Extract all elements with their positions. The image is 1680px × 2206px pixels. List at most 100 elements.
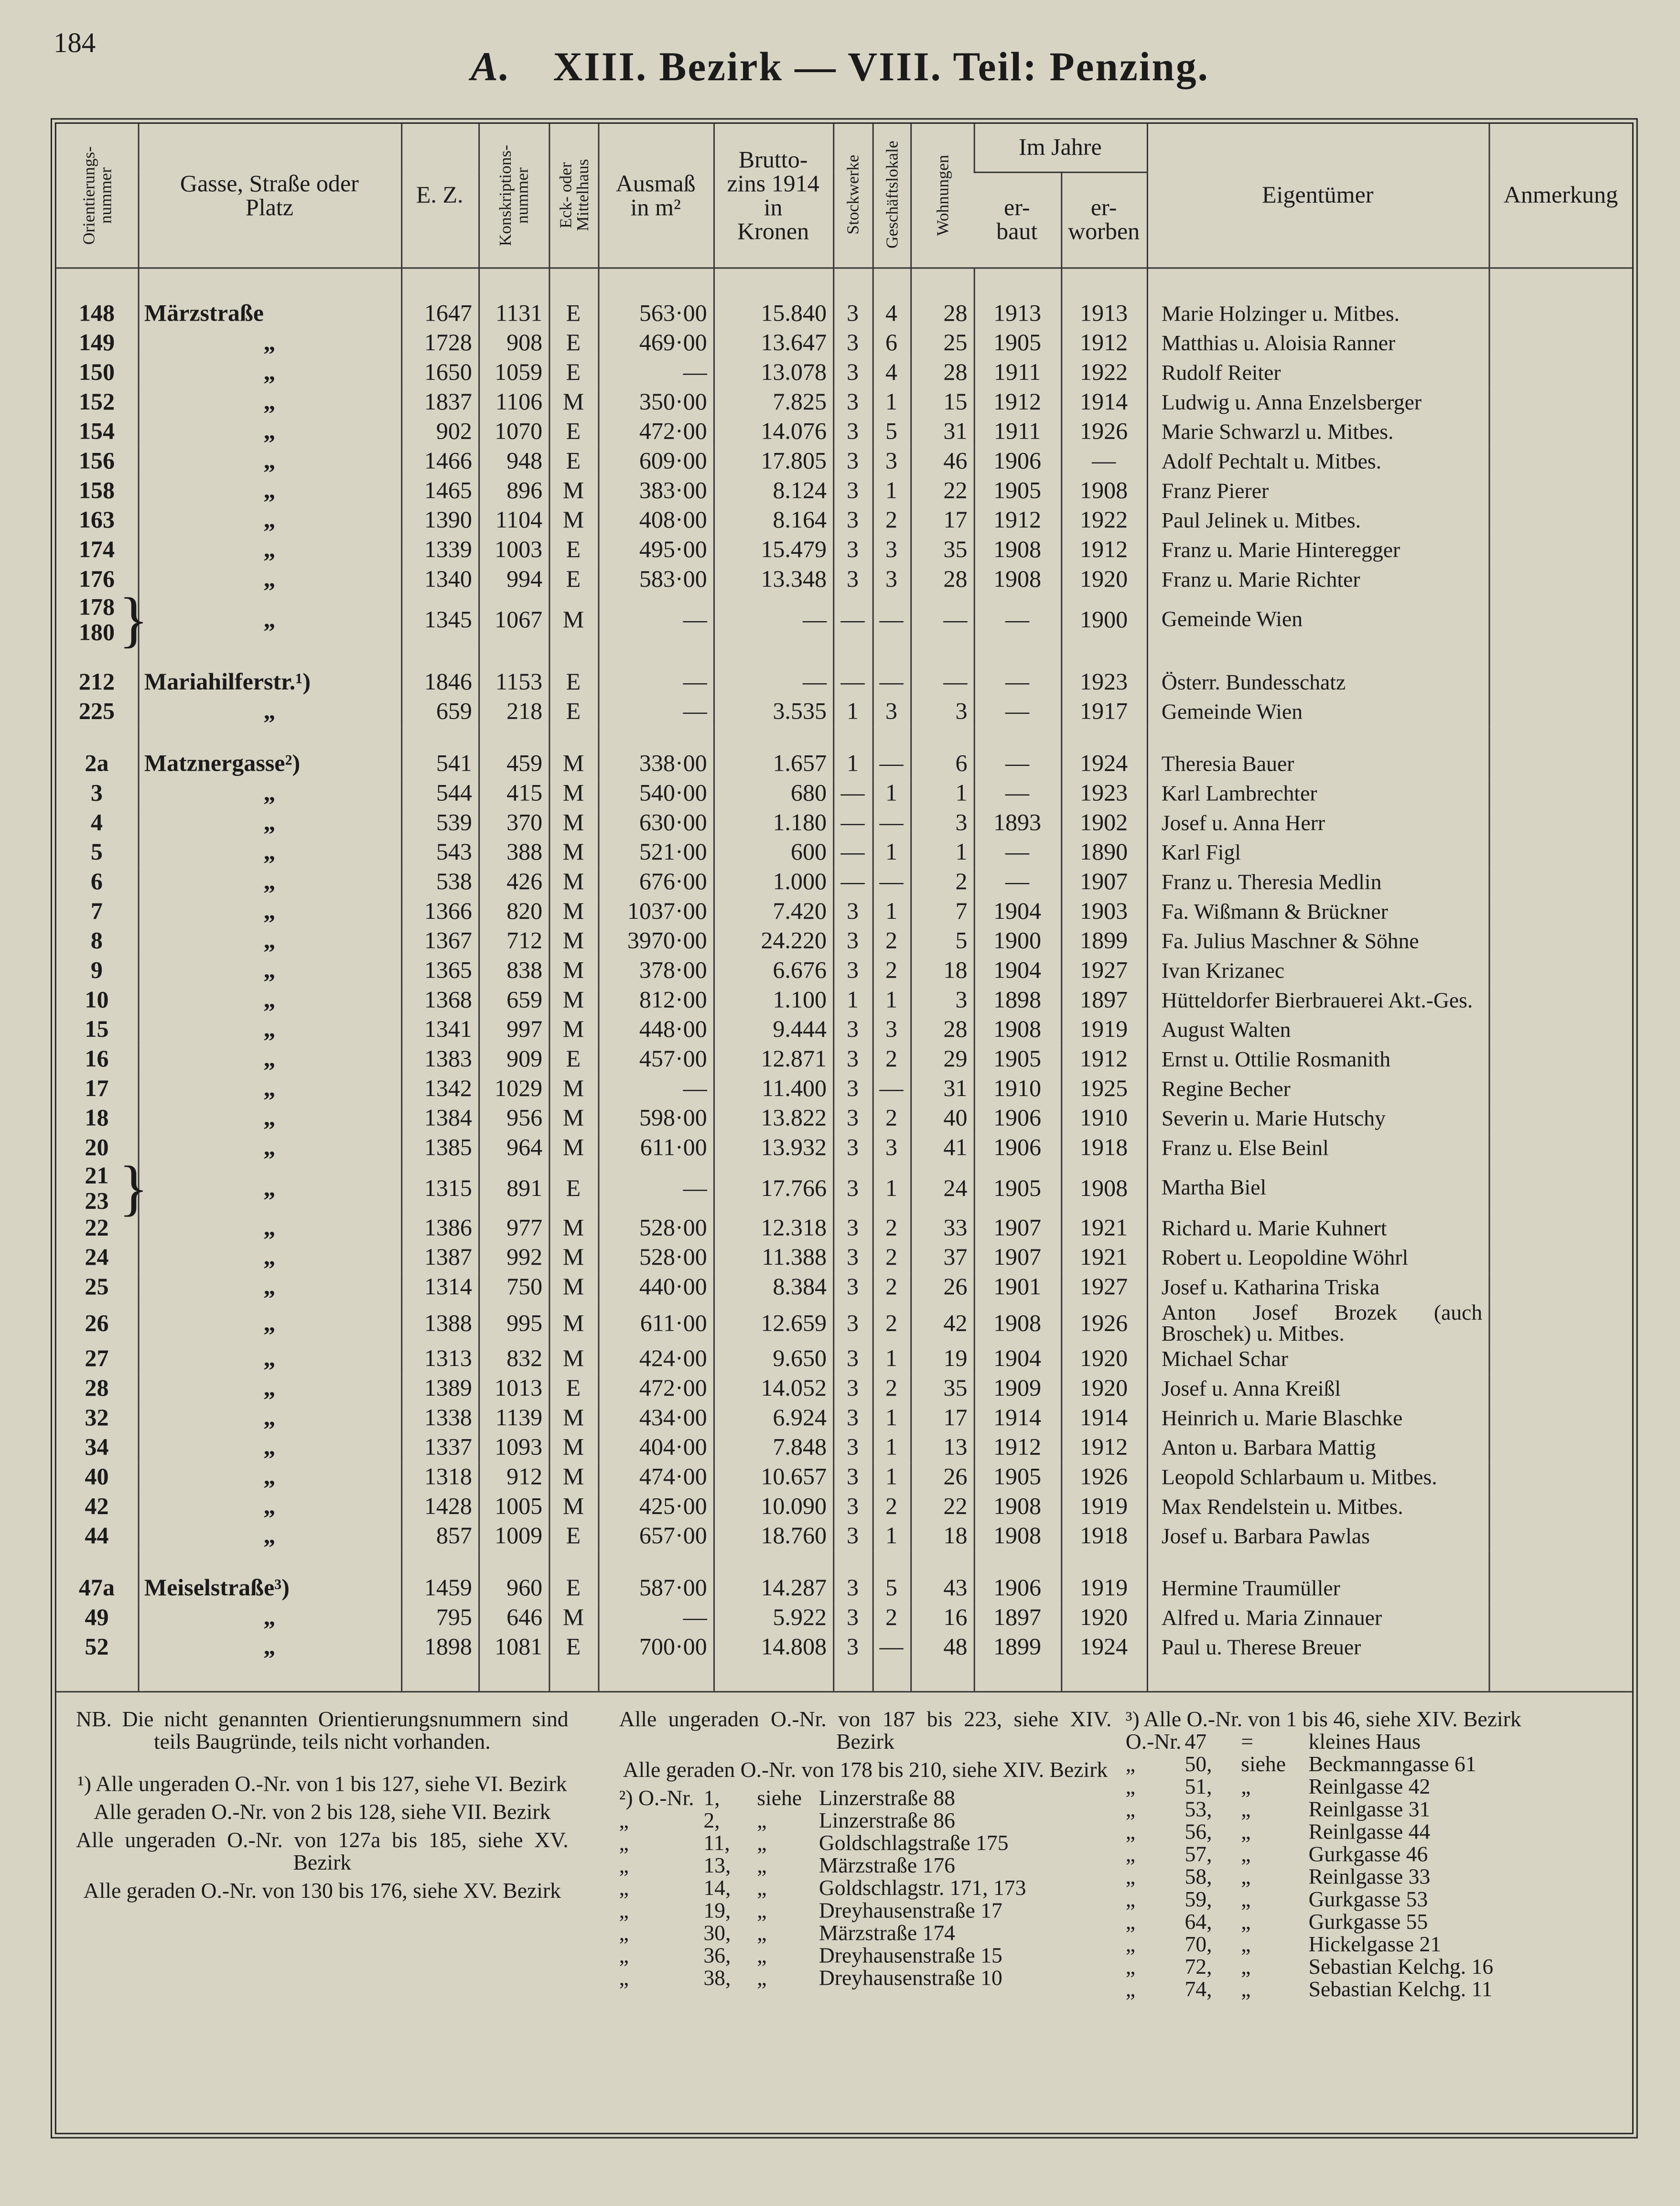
table-cell: Marie Schwarzl u. Mitbes. [1146, 417, 1489, 447]
note-grid: ²) O.-Nr. 1, siehe Linzerstraße 88 „ 2, „ Linze… [619, 1787, 1112, 1990]
header-text: Orientierungs- nummer [78, 146, 115, 245]
cell-line: 23 [85, 1186, 109, 1214]
table-cell [1488, 506, 1632, 536]
table-cell: 6.676 [712, 956, 833, 986]
table-cell: Fa. Julius Maschner & Söhne [1146, 926, 1489, 956]
table-row: 21 23} „ 1315 891 E —17.766 3 1 24 1905 1908 Martha … [56, 1156, 1632, 1218]
table-cell: 1898 [400, 1633, 479, 1690]
table-cell: 1 [872, 985, 911, 1015]
table-cell: 1923 [1060, 645, 1147, 697]
table-cell: 1340 [400, 565, 479, 595]
notes-column: ³) Alle O.-Nr. von 1 bis 46, siehe XIV. … [1126, 1708, 1611, 2001]
note-cell: „ [1125, 1864, 1136, 1889]
table-cell: M [548, 1103, 598, 1133]
table-row: 42 „ 1428 1005 M 425·00 10.090 3 2 22 1908 1919 Max … [56, 1492, 1632, 1522]
table-cell: 1 [872, 1403, 911, 1433]
table-cell: — [597, 1162, 713, 1214]
table-cell: — [973, 726, 1061, 779]
table-cell: M [548, 1603, 598, 1633]
table-cell: 583·00 [597, 565, 713, 595]
table-cell [1488, 808, 1632, 838]
table-cell: Franz u. Marie Hinteregger [1146, 535, 1489, 565]
table-cell: M [548, 1243, 598, 1273]
table-cell: 24 [909, 1162, 974, 1214]
table-cell [1488, 926, 1632, 956]
table-row: 152 „ 1837 1106 M 350·00 7.825 3 1 15 1912 1914 Ludw… [56, 387, 1632, 418]
note-cell: ²) O.-Nr. [619, 1786, 694, 1810]
table-cell: 1910 [1060, 1103, 1147, 1133]
note-cell: „ [619, 1853, 629, 1878]
note-grid: O.-Nr. 47 = kleines Haus „ 50, siehe Beckmannga… [1126, 1731, 1611, 2001]
table-cell: 8.124 [712, 476, 833, 506]
table-cell: Josef u. Anna Herr [1146, 808, 1489, 838]
note-cell: „ [1125, 1752, 1136, 1776]
table-cell: 1910 [973, 1074, 1061, 1104]
table-cell: 1904 [973, 1344, 1061, 1374]
table-cell: Richard u. Marie Kuhnert [1146, 1213, 1489, 1243]
table-cell: 1908 [973, 1492, 1061, 1522]
table-cell: Theresia Bauer [1146, 726, 1489, 779]
table-cell: 2 [872, 1374, 911, 1404]
note-cell: Märzstraße 174 [818, 1921, 955, 1945]
table-cell: 3 [832, 1213, 872, 1243]
table-cell: E [548, 1633, 598, 1690]
table-cell: — [597, 358, 713, 388]
table-cell: E [548, 1374, 598, 1404]
table-cell: 2 [872, 1603, 911, 1633]
table-cell: 1366 [400, 897, 479, 926]
table-cell: Anton Josef Brozek (auch Broschek) u. Mi… [1146, 1302, 1489, 1345]
table-cell: 2 [909, 867, 974, 897]
table-cell [1488, 1243, 1632, 1273]
table-cell: 350·00 [597, 387, 713, 418]
table-cell: E [548, 1521, 598, 1551]
table-cell: 1367 [400, 926, 479, 956]
table-cell: 18 [909, 1521, 974, 1551]
table-cell: 1924 [1060, 726, 1147, 779]
table-cell: 659 [400, 697, 479, 727]
table-cell: 8.384 [712, 1272, 833, 1302]
table-cell: 457·00 [597, 1044, 713, 1075]
table-cell: Anton u. Barbara Mattig [1146, 1432, 1489, 1463]
table-cell: 1342 [400, 1074, 479, 1104]
table-row: 40 „ 1318 912 M 474·00 10.657 3 1 26 1905 1926 Leopo… [56, 1462, 1632, 1492]
table-cell: 6 [872, 328, 911, 358]
table-cell: M [548, 808, 598, 838]
table-cell: 33 [909, 1213, 974, 1243]
table-cell: 609·00 [597, 446, 713, 476]
table-cell: 909 [477, 1044, 549, 1075]
table-cell: Franz Pierer [1146, 476, 1489, 506]
note-cell: 74, [1185, 1977, 1212, 2002]
table-cell: 3 [872, 446, 911, 476]
header-cell: Gasse, Straße oder Platz [137, 124, 401, 268]
table-cell: — [872, 645, 911, 697]
table-cell: „ [137, 446, 401, 476]
table-cell [1488, 565, 1632, 595]
table-cell: 26 [909, 1272, 974, 1302]
table-cell: 3970·00 [597, 926, 713, 956]
note-cell: siehe [1241, 1752, 1286, 1776]
header-text: Geschäftslokale [881, 141, 902, 249]
table-cell: 600 [712, 838, 833, 868]
table-cell: 3 [832, 446, 872, 476]
header-cell: Brutto- zins 1914 in Kronen [712, 124, 833, 268]
table-cell: „ [137, 897, 401, 926]
table-cell [1488, 1133, 1632, 1163]
table-cell: 218 [477, 697, 549, 727]
table-cell: 2 [872, 1302, 911, 1345]
table-cell: 2 [872, 1044, 911, 1075]
header-text: Konskriptions- nummer [495, 144, 532, 246]
note-cell: O.-Nr. [1125, 1730, 1182, 1754]
table-cell: 912 [477, 1462, 549, 1492]
table-cell: M [548, 985, 598, 1015]
table-cell: 1 [872, 1521, 911, 1551]
table-cell: Paul Jelinek u. Mitbes. [1146, 506, 1489, 536]
table-cell: 1459 [400, 1551, 479, 1603]
note-cell: Reinlgasse 31 [1308, 1797, 1431, 1821]
note-cell: „ [619, 1966, 629, 1990]
table-cell: Michael Schar [1146, 1344, 1489, 1374]
table-cell: — [973, 867, 1061, 897]
table-cell: Österr. Bundesschatz [1146, 645, 1489, 697]
note-cell: „ [757, 1943, 767, 1968]
table-cell: Hütteldorfer Bierbrauerei Akt.-Ges. [1146, 985, 1489, 1015]
